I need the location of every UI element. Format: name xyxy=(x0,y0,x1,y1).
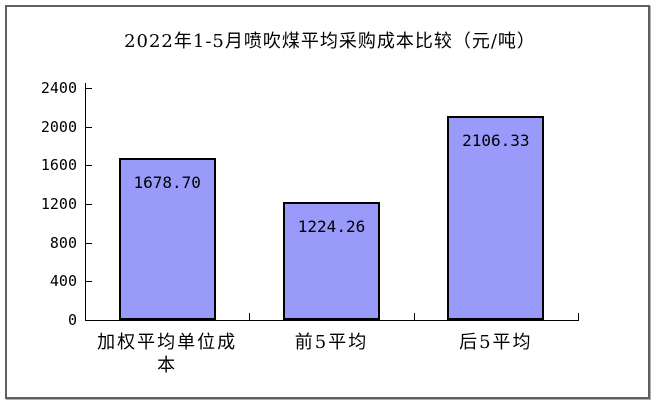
y-axis-line xyxy=(85,83,86,320)
bar xyxy=(447,116,545,320)
bar-value-label: 2106.33 xyxy=(462,131,530,151)
y-axis-tick-label: 2000 xyxy=(40,117,77,136)
y-axis-tick-label: 1200 xyxy=(40,195,77,213)
category-label: 加权平均单位成本 xyxy=(97,332,238,376)
category-label: 前5平均 xyxy=(294,332,369,353)
y-axis-tick xyxy=(86,281,92,283)
y-axis-tick xyxy=(86,88,92,89)
chart-title: 2022年1-5月喷吹煤平均采购成本比较（元/吨） xyxy=(124,31,536,52)
x-axis-tick xyxy=(578,313,579,320)
bar-value-label: 1224.26 xyxy=(297,216,366,236)
y-axis-tick xyxy=(86,204,92,205)
bar xyxy=(283,201,380,320)
y-axis-tick-label: 800 xyxy=(49,233,77,252)
x-axis-line xyxy=(85,320,579,321)
bar xyxy=(118,157,216,320)
y-axis-tick-label: 1600 xyxy=(40,156,77,175)
y-axis-tick-label: 0 xyxy=(67,311,77,329)
category-label: 后5平均 xyxy=(459,332,533,353)
bar-value-label: 1678.70 xyxy=(133,172,201,192)
y-axis-tick xyxy=(86,242,92,244)
y-axis-tick-label: 400 xyxy=(49,272,77,291)
y-axis-tick xyxy=(86,165,92,167)
y-axis-tick-label: 2400 xyxy=(40,79,77,97)
x-axis-tick xyxy=(413,313,415,320)
y-axis-tick xyxy=(86,126,92,128)
x-axis-tick xyxy=(249,313,251,320)
